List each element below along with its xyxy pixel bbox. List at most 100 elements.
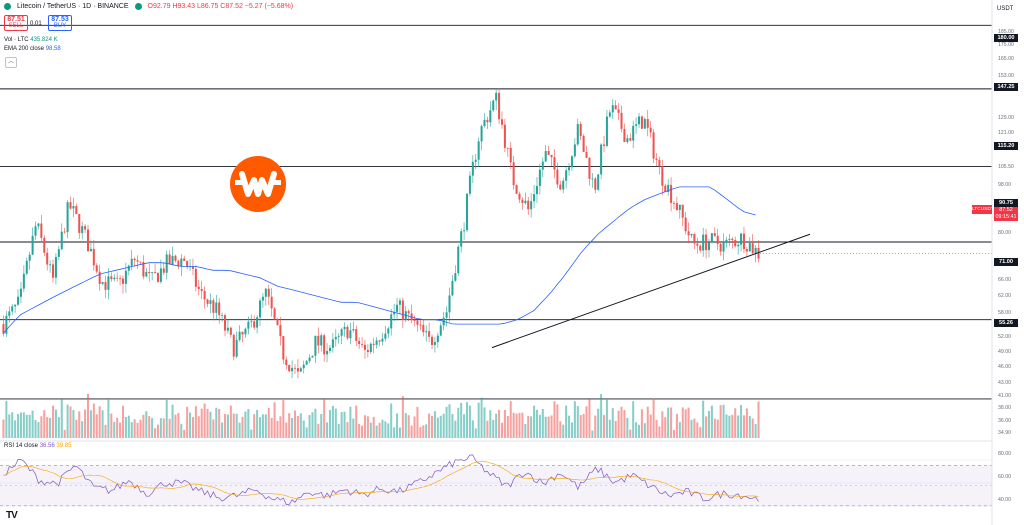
volume-bar bbox=[340, 412, 343, 438]
volume-bar bbox=[605, 399, 608, 438]
volume-bar bbox=[186, 406, 189, 438]
currency-selector[interactable]: USDT bbox=[997, 6, 1014, 12]
y-tick: 66.00 bbox=[998, 277, 1011, 283]
volume-label: Vol · LTC bbox=[4, 37, 29, 43]
volume-bar bbox=[384, 421, 387, 438]
candle-body bbox=[369, 343, 372, 353]
candle-body bbox=[635, 124, 638, 126]
candle-body bbox=[256, 317, 259, 328]
candle-body bbox=[206, 299, 209, 304]
candle-body bbox=[745, 249, 748, 252]
volume-bar bbox=[521, 412, 524, 438]
tradingview-logo[interactable]: TV bbox=[6, 510, 18, 521]
volume-bar bbox=[722, 404, 725, 438]
candle-body bbox=[553, 157, 556, 170]
candle-body bbox=[317, 335, 320, 346]
volume-legend[interactable]: Vol · LTC 435.824 K bbox=[4, 37, 58, 43]
volume-bar bbox=[594, 415, 597, 438]
candle-body bbox=[710, 233, 713, 243]
y-tick: 46.00 bbox=[998, 364, 1011, 370]
volume-bar bbox=[148, 416, 151, 438]
candle-body bbox=[457, 246, 460, 274]
candle-body bbox=[722, 241, 725, 252]
candle-body bbox=[465, 193, 469, 231]
volume-bar bbox=[22, 412, 25, 438]
candle-body bbox=[270, 296, 273, 309]
candle-body bbox=[320, 335, 323, 346]
candle-body bbox=[84, 226, 87, 230]
candle-body bbox=[288, 365, 291, 372]
candle-body bbox=[544, 151, 547, 162]
volume-bar bbox=[267, 407, 270, 438]
volume-bar bbox=[276, 420, 279, 438]
candle-body bbox=[258, 300, 262, 318]
rsi-label: RSI 14 close bbox=[4, 443, 39, 449]
volume-bar bbox=[352, 418, 355, 438]
y-tick: 121.00 bbox=[998, 130, 1014, 136]
volume-bar bbox=[498, 409, 501, 438]
volume-bar bbox=[582, 413, 585, 438]
candle-body bbox=[37, 223, 40, 227]
candle-body bbox=[311, 355, 314, 358]
volume-bar bbox=[425, 424, 428, 438]
volume-bar bbox=[600, 394, 603, 438]
ema-legend[interactable]: EMA 200 close 98.58 bbox=[4, 46, 61, 52]
collapse-legend-button[interactable]: ︿ bbox=[5, 57, 17, 68]
volume-bar bbox=[585, 406, 588, 438]
volume-bar bbox=[681, 407, 684, 438]
candle-body bbox=[652, 132, 655, 159]
volume-bar bbox=[544, 416, 547, 438]
candle-body bbox=[492, 100, 495, 111]
candle-body bbox=[200, 289, 203, 291]
candle-body bbox=[95, 265, 98, 272]
candle-body bbox=[31, 235, 34, 255]
chart-header: Litecoin / TetherUS · 1D · BINANCE O92.7… bbox=[4, 3, 293, 10]
volume-bar bbox=[57, 417, 60, 438]
volume-bar bbox=[527, 415, 530, 438]
candle-body bbox=[291, 367, 294, 372]
candle-body bbox=[130, 258, 133, 266]
candle-body bbox=[282, 336, 285, 360]
candle-body bbox=[588, 157, 591, 179]
candle-body bbox=[527, 200, 530, 210]
volume-bar bbox=[110, 413, 113, 438]
volume-bar bbox=[84, 409, 87, 438]
candle-body bbox=[707, 242, 711, 251]
candle-body bbox=[626, 138, 629, 143]
volume-bar bbox=[495, 413, 498, 438]
volume-bar bbox=[95, 414, 98, 438]
candle-body bbox=[486, 119, 489, 123]
volume-bar bbox=[661, 411, 664, 438]
symbol-title[interactable]: Litecoin / TetherUS · 1D · BINANCE bbox=[17, 3, 129, 10]
candle-body bbox=[46, 252, 49, 265]
level-label: 180.00 bbox=[994, 34, 1018, 42]
candle-body bbox=[728, 238, 731, 240]
volume-bar bbox=[293, 410, 297, 438]
rsi-legend[interactable]: RSI 14 close 36.56 39.85 bbox=[4, 443, 71, 449]
candle-body bbox=[687, 231, 690, 236]
volume-bar bbox=[2, 419, 5, 438]
candle-body bbox=[352, 329, 355, 331]
volume-bar bbox=[579, 415, 582, 438]
candle-body bbox=[471, 161, 474, 176]
volume-bar bbox=[702, 400, 705, 438]
volume-bar bbox=[550, 415, 553, 438]
candle-body bbox=[702, 234, 705, 251]
candle-body bbox=[637, 116, 641, 125]
volume-bar bbox=[603, 415, 606, 438]
buy-button[interactable]: 87.53 BUY bbox=[48, 15, 72, 31]
volume-bar bbox=[640, 409, 643, 438]
volume-bar bbox=[643, 423, 646, 438]
candle-body bbox=[696, 243, 699, 246]
volume-bar bbox=[299, 413, 302, 438]
candle-body bbox=[734, 240, 737, 247]
candle-body bbox=[530, 201, 533, 210]
candle-body bbox=[422, 324, 425, 333]
candle-body bbox=[378, 340, 381, 342]
volume-bar bbox=[570, 422, 573, 438]
candle-body bbox=[218, 302, 221, 316]
sell-button[interactable]: 87.51 SELL bbox=[4, 15, 28, 31]
candle-body bbox=[34, 226, 37, 236]
volume-bar bbox=[46, 417, 49, 438]
